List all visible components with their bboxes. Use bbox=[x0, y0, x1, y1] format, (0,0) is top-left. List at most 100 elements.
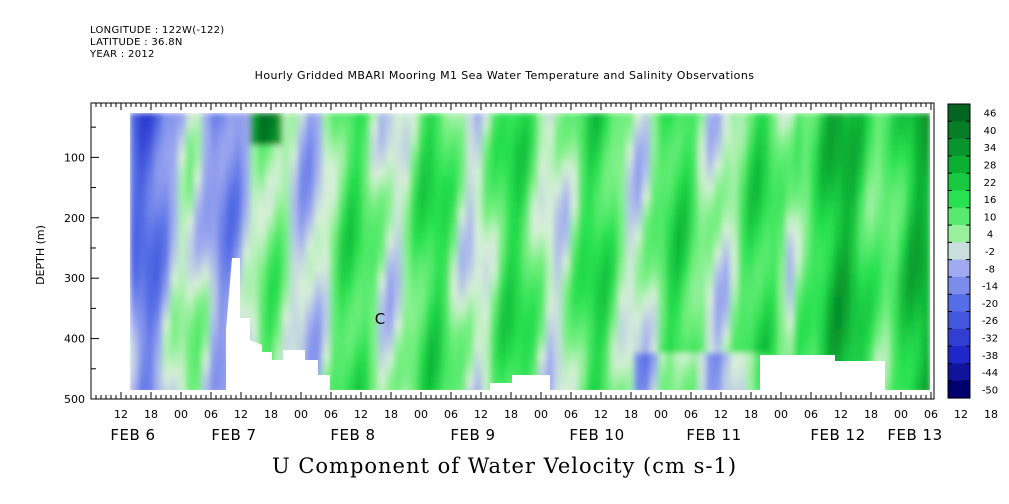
heatmap-cell bbox=[778, 297, 787, 306]
heatmap-cell bbox=[810, 273, 819, 282]
heatmap-cell bbox=[498, 113, 507, 122]
heatmap-cell bbox=[906, 145, 915, 154]
heatmap-cell bbox=[178, 241, 187, 250]
heatmap-cell bbox=[394, 273, 403, 282]
heatmap-cell bbox=[186, 385, 195, 394]
heatmap-cell bbox=[346, 113, 355, 122]
heatmap-cell bbox=[266, 281, 275, 290]
heatmap-cell bbox=[602, 297, 611, 306]
heatmap-cell bbox=[418, 369, 427, 378]
colorbar-swatch bbox=[948, 380, 970, 399]
heatmap-cell bbox=[698, 193, 707, 202]
longitude-label: LONGITUDE : 122W(-122) bbox=[90, 25, 225, 36]
heatmap-cell bbox=[346, 161, 355, 170]
heatmap-cell bbox=[338, 369, 347, 378]
colorbar-label: -14 bbox=[982, 282, 998, 293]
heatmap-cell bbox=[634, 305, 643, 314]
heatmap-cell bbox=[890, 193, 899, 202]
heatmap-cell bbox=[834, 313, 843, 322]
heatmap-cell bbox=[626, 257, 635, 266]
heatmap-cell bbox=[594, 113, 603, 122]
heatmap-cell bbox=[554, 353, 563, 362]
heatmap-cell bbox=[666, 257, 675, 266]
heatmap-cell bbox=[482, 153, 491, 162]
heatmap-cell bbox=[194, 345, 203, 354]
heatmap-cell bbox=[314, 353, 323, 362]
heatmap-cell bbox=[834, 249, 843, 258]
heatmap-cell bbox=[554, 369, 563, 378]
heatmap-cell bbox=[466, 273, 475, 282]
heatmap-cell bbox=[194, 145, 203, 154]
heatmap-cell bbox=[890, 353, 899, 362]
heatmap-cell bbox=[346, 249, 355, 258]
heatmap-cell bbox=[618, 353, 627, 362]
heatmap-cell bbox=[306, 313, 315, 322]
heatmap-cell bbox=[314, 217, 323, 226]
heatmap-cell bbox=[650, 313, 659, 322]
heatmap-cell bbox=[210, 385, 219, 394]
heatmap-cell bbox=[866, 297, 875, 306]
heatmap-cell bbox=[554, 281, 563, 290]
heatmap-cell bbox=[610, 129, 619, 138]
heatmap-cell bbox=[578, 369, 587, 378]
heatmap-cell bbox=[802, 297, 811, 306]
heatmap-field bbox=[130, 113, 931, 394]
heatmap-cell bbox=[322, 145, 331, 154]
heatmap-cell bbox=[186, 249, 195, 258]
heatmap-cell bbox=[898, 353, 907, 362]
heatmap-cell bbox=[850, 289, 859, 298]
heatmap-cell bbox=[666, 225, 675, 234]
heatmap-cell bbox=[562, 321, 571, 330]
heatmap-cell bbox=[410, 241, 419, 250]
heatmap-cell bbox=[634, 385, 643, 394]
heatmap-cell bbox=[626, 385, 635, 394]
heatmap-cell bbox=[498, 129, 507, 138]
heatmap-cell bbox=[410, 337, 419, 346]
heatmap-cell bbox=[770, 113, 779, 122]
heatmap-cell bbox=[330, 225, 339, 234]
heatmap-cell bbox=[298, 169, 307, 178]
heatmap-cell bbox=[746, 137, 755, 146]
heatmap-cell bbox=[570, 161, 579, 170]
heatmap-cell bbox=[218, 241, 227, 250]
heatmap-cell bbox=[746, 153, 755, 162]
heatmap-cell bbox=[794, 137, 803, 146]
heatmap-cell bbox=[778, 153, 787, 162]
heatmap-cell bbox=[466, 225, 475, 234]
heatmap-cell bbox=[530, 321, 539, 330]
colorbar-swatch bbox=[948, 242, 970, 261]
heatmap-cell bbox=[178, 321, 187, 330]
heatmap-cell bbox=[330, 177, 339, 186]
heatmap-cell bbox=[130, 289, 139, 298]
heatmap-cell bbox=[218, 321, 227, 330]
heatmap-cell bbox=[682, 305, 691, 314]
heatmap-cell bbox=[586, 185, 595, 194]
heatmap-cell bbox=[834, 321, 843, 330]
heatmap-cell bbox=[914, 313, 923, 322]
heatmap-cell bbox=[866, 265, 875, 274]
heatmap-cell bbox=[890, 337, 899, 346]
heatmap-cell bbox=[506, 361, 515, 370]
heatmap-cell bbox=[170, 321, 179, 330]
heatmap-cell bbox=[858, 209, 867, 218]
colorbar-label: -32 bbox=[982, 333, 998, 344]
heatmap-cell bbox=[698, 161, 707, 170]
heatmap-cell bbox=[794, 345, 803, 354]
heatmap-cell bbox=[514, 369, 523, 378]
heatmap-cell bbox=[250, 209, 259, 218]
heatmap-cell bbox=[378, 161, 387, 170]
heatmap-cell bbox=[386, 281, 395, 290]
heatmap-cell bbox=[314, 241, 323, 250]
heatmap-cell bbox=[522, 201, 531, 210]
heatmap-cell bbox=[658, 241, 667, 250]
heatmap-cell bbox=[530, 353, 539, 362]
heatmap-cell bbox=[794, 225, 803, 234]
heatmap-cell bbox=[890, 385, 899, 394]
heatmap-cell bbox=[746, 113, 755, 122]
heatmap-cell bbox=[354, 233, 363, 242]
heatmap-cell bbox=[322, 121, 331, 130]
heatmap-cell bbox=[602, 353, 611, 362]
heatmap-cell bbox=[498, 225, 507, 234]
heatmap-cell bbox=[530, 121, 539, 130]
heatmap-cell bbox=[842, 129, 851, 138]
